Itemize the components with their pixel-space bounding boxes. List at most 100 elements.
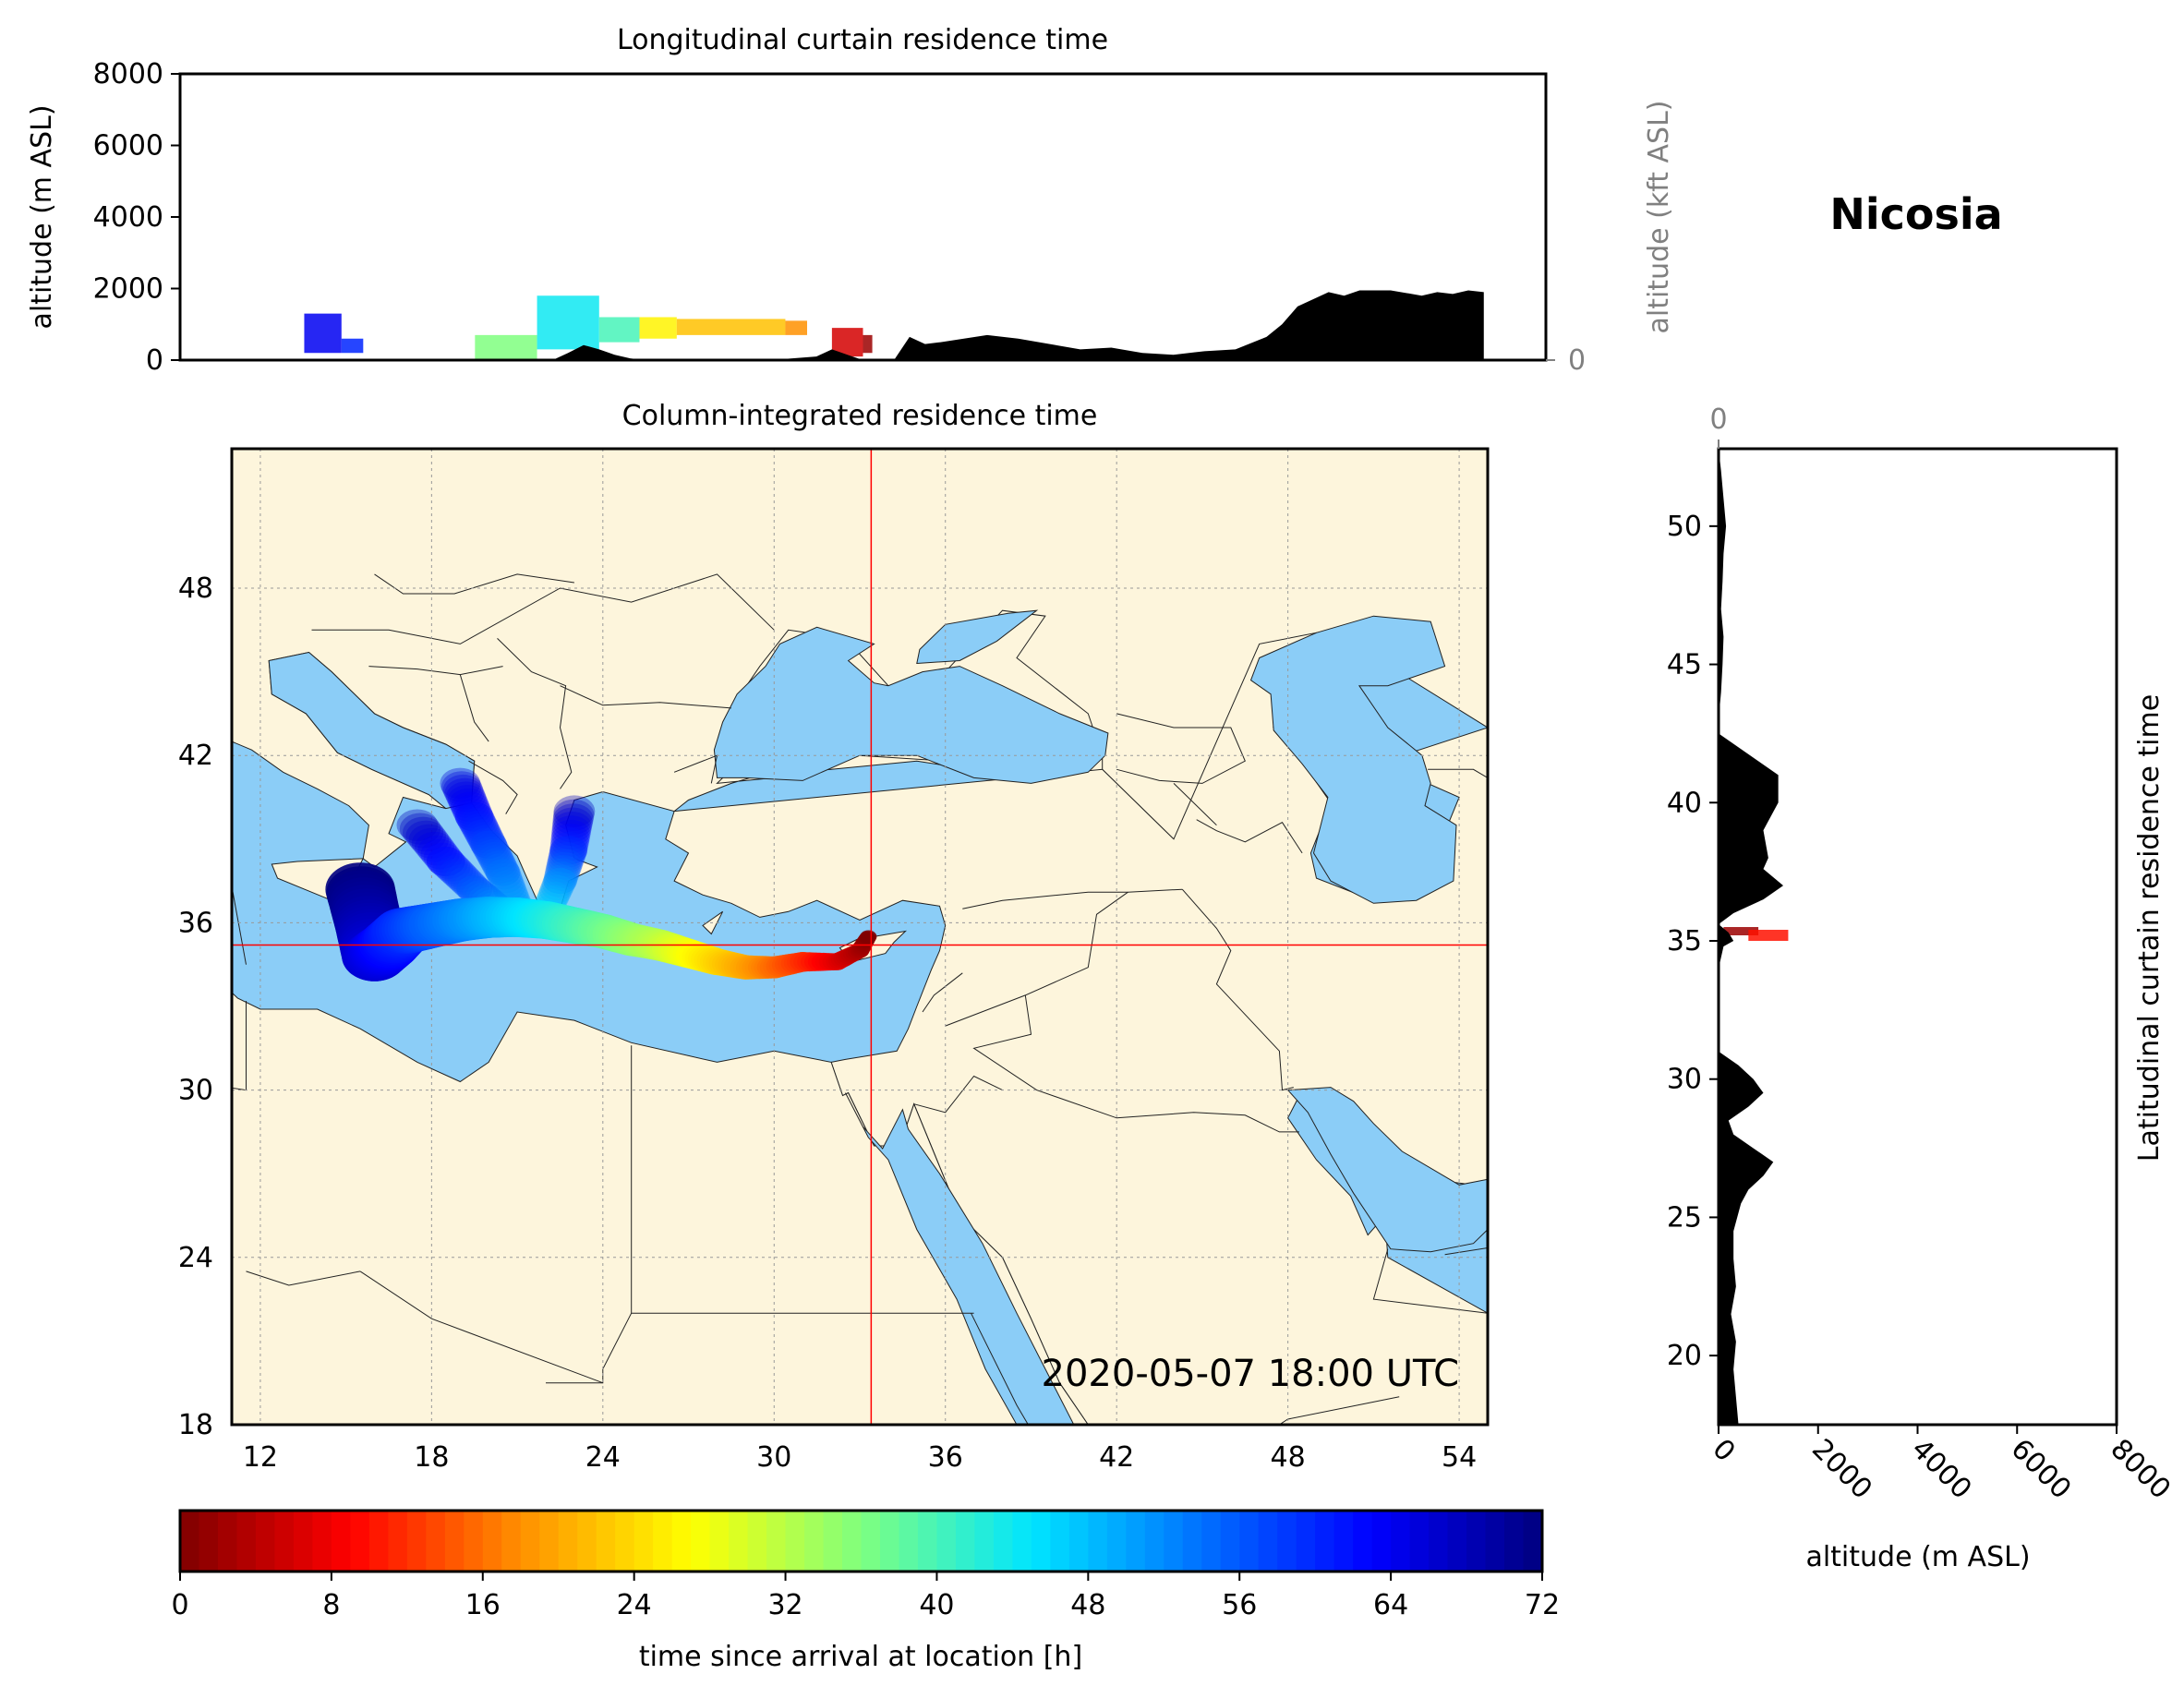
country-border [459,674,489,742]
tick-label: 40 [919,1589,954,1621]
station-name: Nicosia [1829,189,2002,239]
country-border [1278,1396,1400,1425]
plume-particle [440,767,481,800]
tick-label: 24 [617,1589,652,1621]
plume-particle [456,804,496,835]
colorbar-step [615,1511,635,1572]
tick-label: 40 [1667,787,1702,819]
longitudinal-ylabel-right: altitude (kft ASL) [1643,100,1675,333]
plume-particle [543,868,577,895]
plume-particle [538,878,573,904]
plume-particle [454,801,494,832]
tick-label: 4000 [93,201,163,234]
country-border [497,638,573,789]
plume-particle [546,851,583,880]
tick-label: 42 [1099,1441,1134,1474]
colorbar-step [596,1511,616,1572]
longitudinal-title: Longitudinal curtain residence time [617,24,1108,56]
plume-particle [408,824,450,856]
colorbar-step [1068,1511,1089,1572]
colorbar-step [1333,1511,1354,1572]
tick-label: 0 [1568,344,1586,377]
colorbar-step [331,1511,351,1572]
colorbar-step [1164,1511,1184,1572]
colorbar-step [993,1511,1013,1572]
plume-particle [470,830,508,860]
colorbar-step [671,1511,692,1572]
colorbar-step [899,1511,919,1572]
colorbar-step [974,1511,995,1572]
tick-label: 12 [243,1441,278,1474]
tick-label: 36 [928,1441,963,1474]
inland-sea [1249,615,1457,904]
plume-particle [403,816,444,849]
plume-particle [551,815,592,847]
colorbar-step [464,1511,484,1572]
colorbar-step [350,1511,370,1572]
colorbar-step [199,1511,219,1572]
inland-sea [916,609,1039,665]
plume-particle [485,859,521,886]
country-border [1181,888,1294,1091]
tick-label: 8000 [93,58,163,90]
plume-particle [447,866,485,896]
plume-particle [482,853,518,881]
colorbar-step [1088,1511,1108,1572]
colorbar-step [729,1511,749,1572]
colorbar-step [1220,1511,1240,1572]
inland-sea [268,651,476,810]
country-border [962,888,1183,909]
plume-particle [553,799,595,831]
plume-particle [453,873,490,901]
plume-particle [396,809,439,841]
latitudinal-x-ticks: 0 2000 4000 6000 8000 [1706,1425,2177,1506]
colorbar-step [368,1511,389,1572]
plume-particle [544,861,579,888]
colorbar-step [766,1511,787,1572]
plume-particle [444,777,485,809]
plume-cell [341,338,364,354]
tick-label: 30 [178,1075,213,1107]
country-border [359,1270,603,1384]
plume-particle [459,810,498,840]
colorbar-step [539,1511,560,1572]
plume-particle [464,819,502,849]
plume-particle [447,785,488,815]
colorbar-step [1277,1511,1297,1572]
colorbar-step [577,1511,597,1572]
plume-particle [550,824,590,854]
tick-label: 45 [1667,649,1702,681]
tick-label: 0 [1706,1433,1741,1468]
tick-label: 2000 [93,273,163,306]
country-border [246,1270,361,1286]
plume-particle [438,858,477,887]
map-plume [325,767,877,981]
tick-label: 18 [414,1441,449,1474]
plume-particle [456,875,493,904]
longitudinal-panel: Longitudinal curtain residence time 0 200… [26,24,1675,377]
plume-particle [475,838,512,867]
tick-label: 30 [1667,1064,1702,1096]
plume-particle [441,771,482,802]
tick-label: 48 [1271,1441,1306,1474]
plume-particle [476,841,513,870]
colorbar-step [861,1511,881,1572]
tick-label: 24 [585,1441,621,1474]
tick-label: 48 [178,572,213,605]
latitudinal-top-ticks: 050100 [1709,403,1728,449]
country-border [232,886,247,965]
plume-particle [429,849,468,879]
colorbar-step [236,1511,257,1572]
plume-particle [453,798,493,829]
map-y-ticks: 18 24 30 36 42 48 [178,572,213,1441]
plume-particle [454,801,494,832]
map-inland-seas [268,609,1488,1425]
plume-particle [468,827,506,857]
tick-label: 48 [1070,1589,1105,1621]
colorbar-step [426,1511,446,1572]
colorbar-step [1144,1511,1164,1572]
country-border [1196,819,1303,854]
tick-label: 35 [1667,925,1702,957]
map-crosshair [232,449,1488,1425]
longitudinal-right-ticks: 050100 [1546,344,1586,377]
